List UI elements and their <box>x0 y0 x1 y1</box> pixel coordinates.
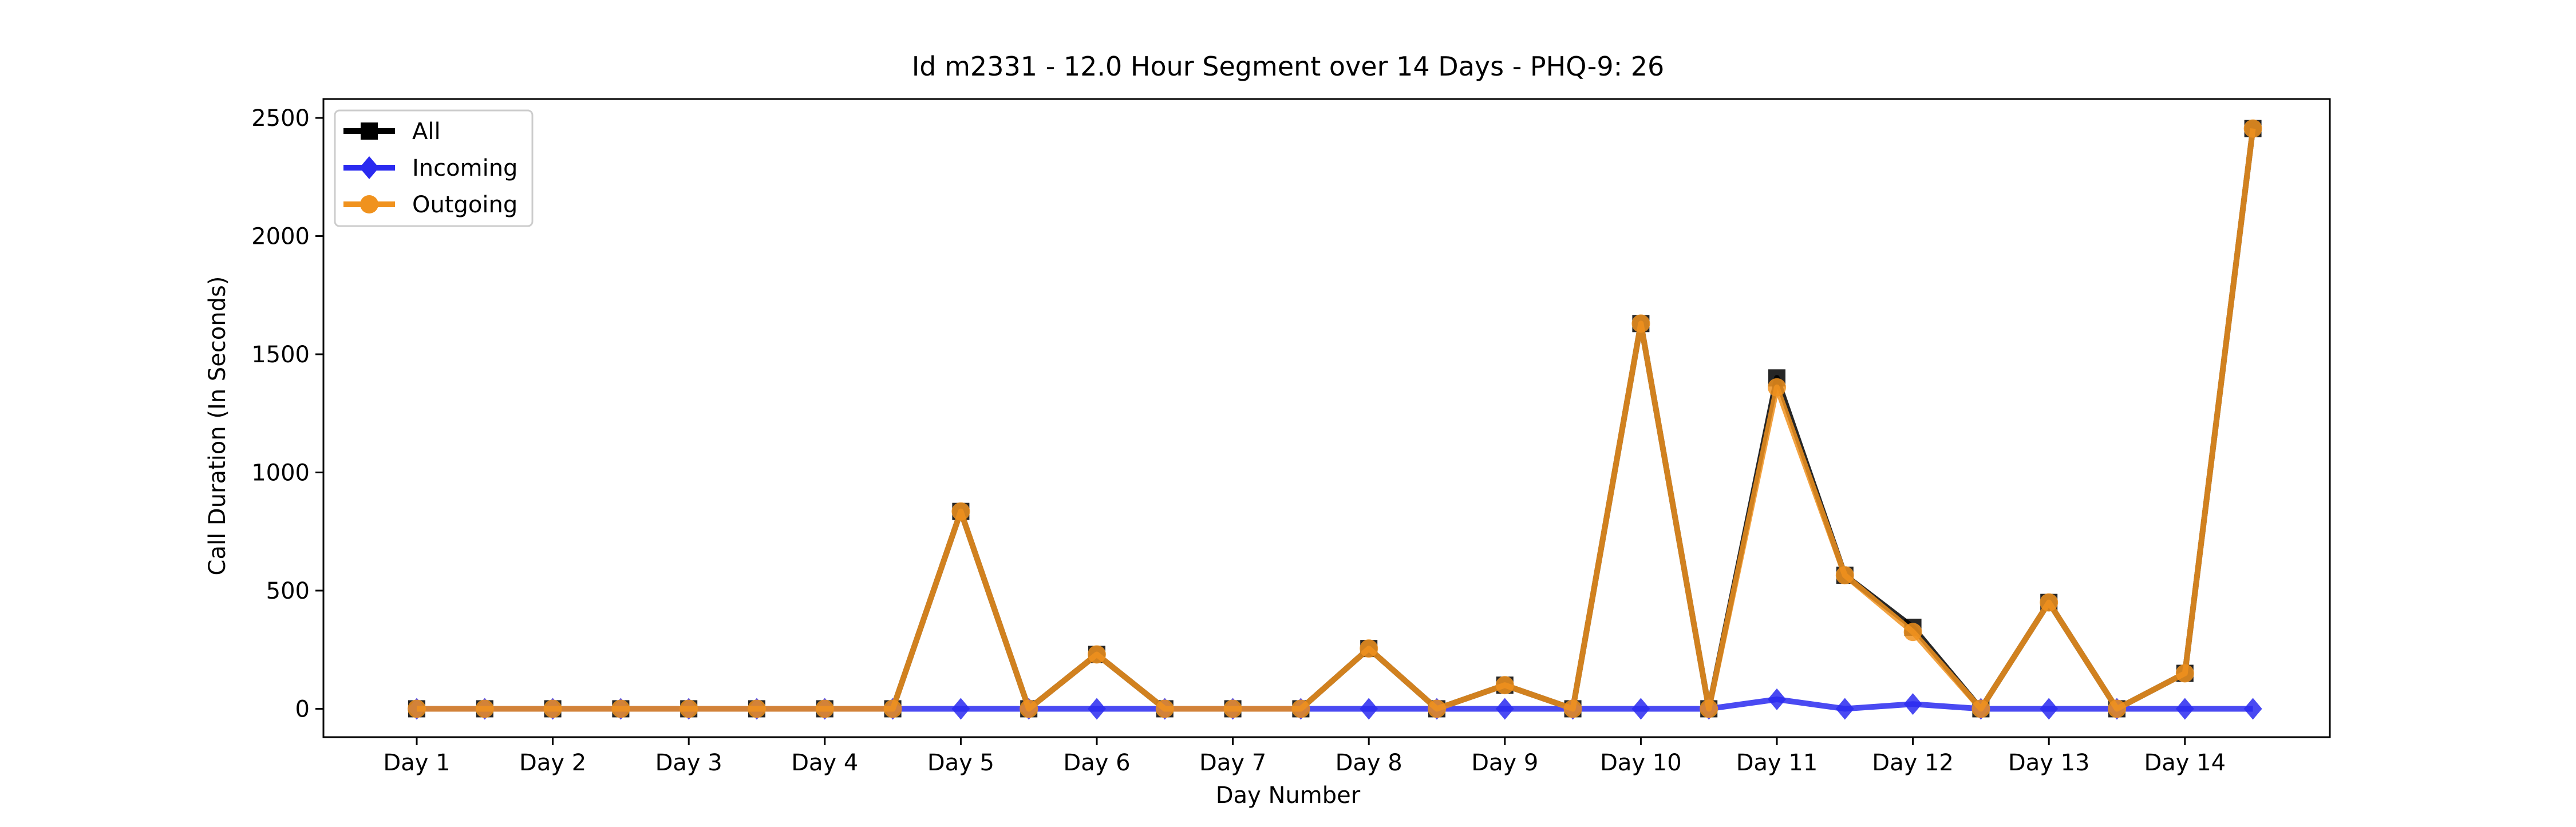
data-point-incoming <box>2243 698 2262 720</box>
x-tick-label: Day 9 <box>1471 750 1538 776</box>
data-point-outgoing <box>1360 639 1378 658</box>
x-axis-label: Day Number <box>1216 782 1361 809</box>
data-point-outgoing <box>2243 119 2262 138</box>
x-tick-label: Day 7 <box>1199 750 1266 776</box>
data-point-outgoing <box>1495 676 1514 695</box>
data-point-outgoing <box>1563 699 1582 718</box>
x-tick-label: Day 6 <box>1063 750 1130 776</box>
data-point-outgoing <box>951 502 970 521</box>
x-tick-label: Day 11 <box>1736 750 1818 776</box>
legend-label-all: All <box>412 118 441 145</box>
data-point-outgoing <box>1768 378 1786 397</box>
series-line-outgoing <box>417 128 2256 712</box>
x-tick-label: Day 8 <box>1336 750 1402 776</box>
data-point-outgoing <box>1631 314 1650 333</box>
data-point-outgoing <box>1971 699 1990 718</box>
data-point-outgoing <box>2175 664 2194 683</box>
data-point-incoming <box>1088 698 1106 720</box>
data-point-outgoing <box>543 699 562 718</box>
data-point-outgoing <box>1428 699 1446 718</box>
data-point-outgoing <box>1020 699 1038 718</box>
data-point-outgoing <box>1223 699 1242 718</box>
axis-layer: 0 500 1000 1500 2000 2500 Day 1 Day 2 Day 3 Day 4… <box>251 105 2226 776</box>
data-point-outgoing <box>611 699 630 718</box>
legend: All Incoming Outgoing <box>334 109 534 227</box>
data-point-outgoing <box>408 699 426 718</box>
data-point-outgoing <box>475 699 494 718</box>
data-point-incoming <box>2040 698 2059 720</box>
x-tick-label: Day 3 <box>655 750 722 776</box>
data-point-outgoing <box>1291 699 1310 718</box>
legend-entry-outgoing: Outgoing <box>343 192 517 218</box>
series-layer <box>408 119 2262 720</box>
data-point-incoming <box>1903 693 1922 715</box>
legend-entry-all: All <box>343 118 441 145</box>
data-point-incoming <box>951 698 970 720</box>
x-tick-label: Day 2 <box>519 750 586 776</box>
x-tick-label: Day 13 <box>2008 750 2090 776</box>
data-point-outgoing <box>1835 566 1854 585</box>
legend-entry-incoming: Incoming <box>343 155 517 181</box>
x-tick-label: Day 10 <box>1600 750 1682 776</box>
data-point-outgoing <box>2040 593 2059 612</box>
y-tick-label: 2500 <box>251 105 310 132</box>
data-point-outgoing <box>679 699 698 718</box>
data-point-outgoing <box>1088 645 1106 664</box>
x-tick-label: Day 5 <box>927 750 994 776</box>
data-point-outgoing <box>815 699 834 718</box>
data-point-incoming <box>1768 688 1786 710</box>
chart-title: Id m2331 - 12.0 Hour Segment over 14 Day… <box>912 51 1665 82</box>
data-point-incoming <box>2175 698 2194 720</box>
data-point-outgoing <box>1903 623 1922 642</box>
data-point-incoming <box>1495 698 1514 720</box>
data-point-incoming <box>1360 698 1378 720</box>
y-tick-label: 0 <box>295 696 310 722</box>
legend-marker-outgoing <box>360 195 378 213</box>
x-tick-label: Day 4 <box>791 750 858 776</box>
y-tick-label: 500 <box>266 578 310 604</box>
x-tick-label: Day 1 <box>383 750 450 776</box>
legend-box <box>334 109 534 227</box>
data-point-outgoing <box>1155 699 1174 718</box>
plot-frame <box>322 98 2331 738</box>
data-point-outgoing <box>883 699 902 718</box>
x-tick-label: Day 14 <box>2144 750 2226 776</box>
data-point-outgoing <box>2108 699 2126 718</box>
y-tick-label: 2000 <box>251 224 310 250</box>
legend-marker-all <box>361 122 378 140</box>
data-point-incoming <box>1631 698 1650 720</box>
series-outgoing <box>408 119 2262 718</box>
x-tick-label: Day 12 <box>1872 750 1954 776</box>
y-tick-label: 1500 <box>251 342 310 368</box>
data-point-incoming <box>1835 698 1854 720</box>
legend-marker-incoming <box>359 156 379 179</box>
y-tick-label: 1000 <box>251 460 310 486</box>
data-point-outgoing <box>1700 699 1718 718</box>
legend-label-outgoing: Outgoing <box>412 192 517 218</box>
data-point-outgoing <box>748 699 766 718</box>
y-axis-label: Call Duration (In Seconds) <box>204 276 231 576</box>
legend-label-incoming: Incoming <box>412 155 517 181</box>
